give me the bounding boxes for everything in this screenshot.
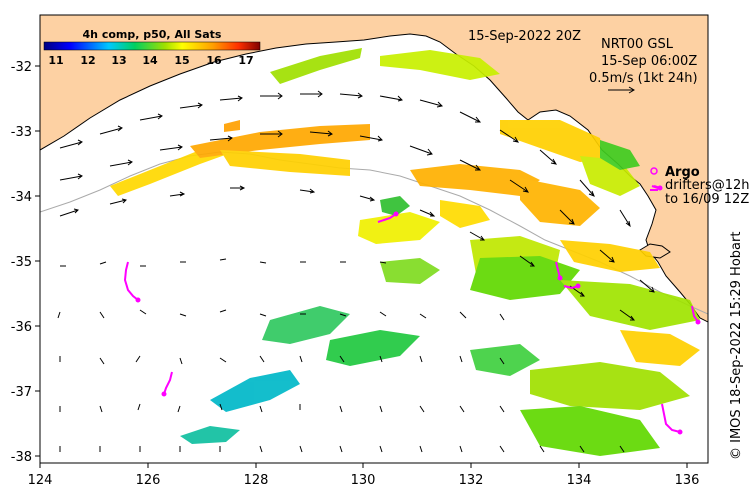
x-tick-label: 136 (675, 473, 700, 488)
x-tick-label: 134 (567, 473, 592, 488)
y-tick-label: -34 (11, 190, 32, 205)
x-tick-label: 128 (244, 473, 269, 488)
product-label: NRT00 GSL (601, 37, 674, 52)
drifters-to-label: to 16/09 12Z (665, 192, 749, 207)
scale-arrow (608, 86, 635, 94)
colorbar-tick: 16 (206, 54, 222, 67)
colorbar-tick: 15 (174, 54, 189, 67)
sst-patches (110, 48, 700, 456)
colorbar-tick: 17 (238, 54, 253, 67)
colorbar-gradient (43, 41, 261, 51)
scale-label: 0.5m/s (1kt 24h) (589, 71, 698, 86)
y-axis (35, 65, 40, 457)
y-tick-label: -33 (11, 125, 32, 140)
land-mass (40, 15, 708, 323)
y-tick-label: -36 (11, 320, 32, 335)
argo-marker-icon (650, 167, 658, 175)
credit-label: © IMOS 18-Sep-2022 15:29 Hobart (729, 232, 744, 460)
colorbar: 4h comp, p50, All Sats 11 12 13 14 15 16… (43, 28, 261, 67)
y-tick-label: -32 (11, 60, 32, 75)
argo-legend: Argo drifters@12h to 16/09 12Z (650, 165, 750, 207)
current-vectors (57, 90, 655, 453)
x-tick-label: 124 (28, 473, 53, 488)
x-tick-label: 132 (459, 473, 484, 488)
x-axis (39, 463, 688, 468)
y-tick-label: -35 (11, 255, 32, 270)
colorbar-title: 4h comp, p50, All Sats (83, 28, 222, 41)
x-tick-label: 130 (351, 473, 376, 488)
drifters-label: drifters@12h (665, 178, 750, 193)
colorbar-tick: 11 (48, 54, 63, 67)
y-tick-label: -37 (11, 385, 32, 400)
argo-label: Argo (665, 165, 700, 180)
plot-frame (39, 14, 709, 464)
x-tick-label: 126 (136, 473, 161, 488)
colorbar-tick: 12 (80, 54, 95, 67)
map-date: 15-Sep-2022 20Z (468, 29, 581, 44)
drifter-marker-icon (650, 185, 659, 191)
y-tick-label: -38 (11, 450, 32, 465)
valid-time: 15-Sep 06:00Z (601, 54, 697, 69)
colorbar-tick: 14 (142, 54, 158, 67)
colorbar-tick: 13 (111, 54, 126, 67)
